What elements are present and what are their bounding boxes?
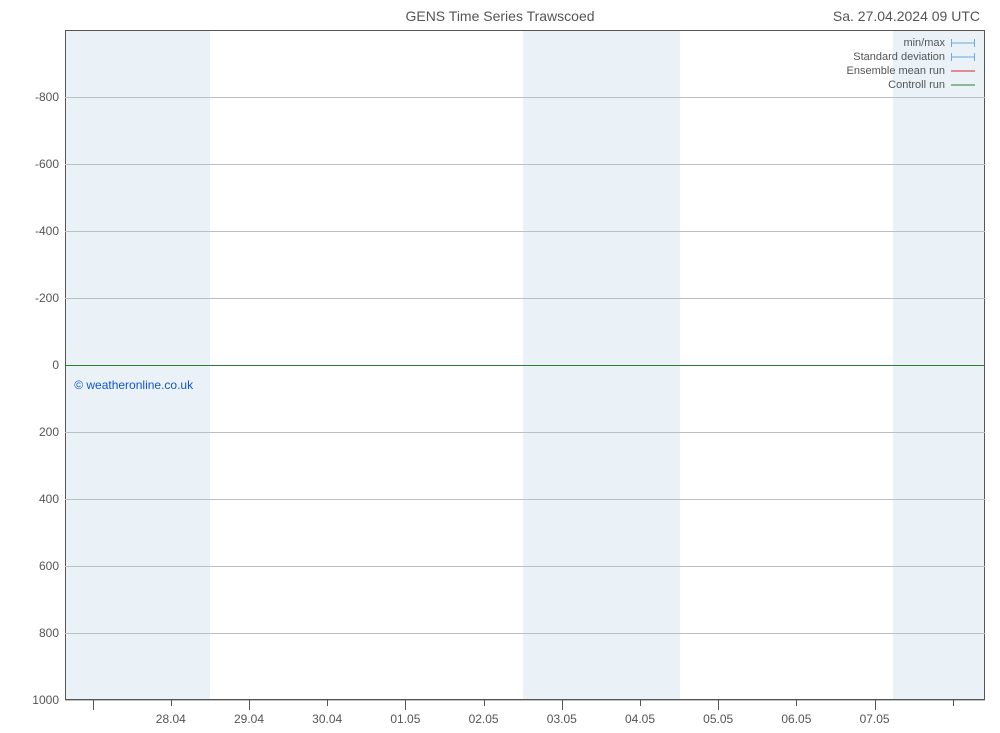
xtick-mark: [327, 700, 328, 706]
xtick-label: 28.04: [156, 712, 186, 726]
legend-item: min/max: [847, 36, 975, 50]
gridline-h: [65, 700, 985, 701]
xtick-mark: [562, 700, 563, 710]
gridline-h: [65, 97, 985, 98]
legend-item: Ensemble mean run: [847, 64, 975, 78]
legend-item: Standard deviation: [847, 50, 975, 64]
legend-item-label: Standard deviation: [853, 50, 945, 64]
chart-container: GENS Time Series Trawscoed Sa. 27.04.202…: [0, 0, 1000, 733]
ytick-label: -600: [35, 157, 59, 171]
xtick-mark: [249, 700, 250, 710]
xtick-label: 05.05: [703, 712, 733, 726]
xtick-mark: [796, 700, 797, 706]
xtick-mark: [93, 700, 94, 710]
xtick-mark: [484, 700, 485, 706]
xtick-label: 02.05: [469, 712, 499, 726]
ytick-label: 0: [52, 358, 59, 372]
legend-swatch: [951, 39, 975, 47]
xtick-label: 29.04: [234, 712, 264, 726]
legend-item-label: Ensemble mean run: [847, 64, 945, 78]
legend-swatch: [951, 67, 975, 75]
watermark: © weatheronline.co.uk: [74, 378, 193, 392]
gridline-h: [65, 633, 985, 634]
ytick-label: 600: [39, 559, 59, 573]
chart-title-center: GENS Time Series Trawscoed: [405, 8, 594, 24]
ytick-label: 1000: [32, 693, 59, 707]
legend: min/maxStandard deviationEnsemble mean r…: [847, 36, 975, 92]
legend-item-label: Controll run: [888, 78, 945, 92]
legend-swatch: [951, 53, 975, 61]
plot-area: min/maxStandard deviationEnsemble mean r…: [65, 30, 985, 700]
xtick-label: 06.05: [781, 712, 811, 726]
ytick-label: -800: [35, 90, 59, 104]
xtick-mark: [953, 700, 954, 706]
gridline-h: [65, 298, 985, 299]
xtick-mark: [640, 700, 641, 706]
legend-item-label: min/max: [903, 36, 945, 50]
zero-line: [65, 365, 985, 366]
xtick-label: 04.05: [625, 712, 655, 726]
xtick-mark: [875, 700, 876, 710]
legend-item: Controll run: [847, 78, 975, 92]
gridline-h: [65, 432, 985, 433]
xtick-label: 03.05: [547, 712, 577, 726]
xtick-label: 30.04: [312, 712, 342, 726]
ytick-label: 200: [39, 425, 59, 439]
ytick-label: -400: [35, 224, 59, 238]
xtick-mark: [171, 700, 172, 706]
gridline-h: [65, 566, 985, 567]
ytick-label: 400: [39, 492, 59, 506]
gridline-h: [65, 164, 985, 165]
legend-swatch: [951, 81, 975, 89]
xtick-mark: [718, 700, 719, 710]
gridline-h: [65, 499, 985, 500]
xtick-label: 01.05: [390, 712, 420, 726]
ytick-label: 800: [39, 626, 59, 640]
watermark-text: © weatheronline.co.uk: [74, 378, 193, 392]
xtick-label: 07.05: [860, 712, 890, 726]
ytick-label: -200: [35, 291, 59, 305]
gridline-h: [65, 231, 985, 232]
xtick-mark: [405, 700, 406, 710]
chart-title-right: Sa. 27.04.2024 09 UTC: [833, 8, 980, 24]
